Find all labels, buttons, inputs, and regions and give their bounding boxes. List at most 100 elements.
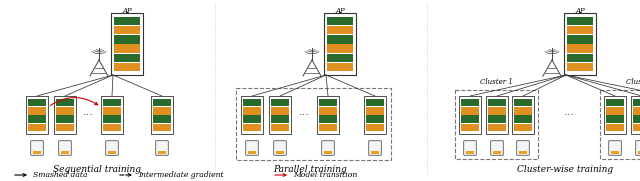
Bar xyxy=(326,45,353,53)
Bar xyxy=(319,115,337,123)
Bar xyxy=(605,115,624,123)
FancyBboxPatch shape xyxy=(604,96,626,134)
FancyBboxPatch shape xyxy=(636,141,640,155)
Bar xyxy=(366,107,384,115)
Bar xyxy=(153,99,172,106)
Bar xyxy=(519,151,527,154)
Text: Intermediate gradient: Intermediate gradient xyxy=(138,171,223,179)
FancyBboxPatch shape xyxy=(609,141,621,155)
Bar xyxy=(113,35,140,44)
Bar xyxy=(633,99,640,106)
FancyBboxPatch shape xyxy=(486,96,508,134)
FancyBboxPatch shape xyxy=(156,141,168,155)
Bar xyxy=(113,63,140,71)
Bar xyxy=(326,63,353,71)
Bar xyxy=(243,99,261,106)
Text: Parallel training: Parallel training xyxy=(273,165,347,174)
FancyBboxPatch shape xyxy=(512,96,534,134)
Bar xyxy=(366,124,384,131)
Text: ···: ··· xyxy=(299,110,309,120)
Bar xyxy=(236,88,391,159)
Bar xyxy=(28,99,46,106)
FancyBboxPatch shape xyxy=(364,96,386,134)
FancyBboxPatch shape xyxy=(274,141,286,155)
Bar xyxy=(56,124,74,131)
Bar xyxy=(56,115,74,123)
Bar xyxy=(113,45,140,53)
Bar xyxy=(153,107,172,115)
Bar xyxy=(113,17,140,25)
Bar xyxy=(611,151,619,154)
Bar xyxy=(566,35,593,44)
Bar xyxy=(366,99,384,106)
FancyBboxPatch shape xyxy=(464,141,476,155)
Bar xyxy=(600,90,640,159)
FancyBboxPatch shape xyxy=(516,141,529,155)
Bar xyxy=(488,124,506,131)
Bar xyxy=(488,115,506,123)
FancyBboxPatch shape xyxy=(241,96,263,134)
FancyBboxPatch shape xyxy=(491,141,503,155)
Bar xyxy=(488,99,506,106)
Bar xyxy=(461,107,479,115)
FancyBboxPatch shape xyxy=(322,141,334,155)
Bar xyxy=(243,115,261,123)
Bar xyxy=(319,124,337,131)
Bar xyxy=(466,151,474,154)
Bar xyxy=(243,107,261,115)
Bar xyxy=(566,45,593,53)
Bar xyxy=(605,107,624,115)
FancyBboxPatch shape xyxy=(246,141,259,155)
Text: Cluster-wise training: Cluster-wise training xyxy=(517,165,613,174)
FancyBboxPatch shape xyxy=(564,13,596,75)
Bar xyxy=(28,107,46,115)
Bar xyxy=(566,63,593,71)
Text: Model transition: Model transition xyxy=(293,171,357,179)
Bar xyxy=(493,151,501,154)
FancyBboxPatch shape xyxy=(631,96,640,134)
Bar xyxy=(488,107,506,115)
FancyBboxPatch shape xyxy=(101,96,123,134)
Bar xyxy=(326,35,353,44)
Text: Sequential training: Sequential training xyxy=(53,165,141,174)
Bar xyxy=(605,124,624,131)
Bar xyxy=(371,151,379,154)
Bar xyxy=(28,115,46,123)
FancyBboxPatch shape xyxy=(111,13,143,75)
Bar xyxy=(633,115,640,123)
Bar xyxy=(248,151,256,154)
Bar xyxy=(108,151,116,154)
Text: Cluster 1: Cluster 1 xyxy=(480,78,513,86)
Bar xyxy=(326,54,353,62)
Text: AP: AP xyxy=(335,7,345,15)
FancyBboxPatch shape xyxy=(369,141,381,155)
Bar xyxy=(103,115,121,123)
Bar xyxy=(28,124,46,131)
Bar xyxy=(113,54,140,62)
FancyBboxPatch shape xyxy=(151,96,173,134)
Bar xyxy=(514,124,532,131)
FancyArrowPatch shape xyxy=(51,98,98,106)
Bar xyxy=(461,124,479,131)
FancyBboxPatch shape xyxy=(106,141,118,155)
Bar xyxy=(633,107,640,115)
Bar xyxy=(566,26,593,34)
Bar xyxy=(326,26,353,34)
Bar xyxy=(324,151,332,154)
Bar xyxy=(113,26,140,34)
Bar xyxy=(271,115,289,123)
Bar xyxy=(638,151,640,154)
FancyBboxPatch shape xyxy=(59,141,71,155)
Text: Cluster J: Cluster J xyxy=(626,78,640,86)
Bar xyxy=(158,151,166,154)
FancyBboxPatch shape xyxy=(324,13,356,75)
Text: ···: ··· xyxy=(83,110,94,120)
Bar xyxy=(103,107,121,115)
Bar xyxy=(455,90,538,159)
Bar xyxy=(566,17,593,25)
Bar xyxy=(271,107,289,115)
Bar xyxy=(514,115,532,123)
FancyBboxPatch shape xyxy=(269,96,291,134)
Bar xyxy=(56,107,74,115)
Bar xyxy=(461,115,479,123)
